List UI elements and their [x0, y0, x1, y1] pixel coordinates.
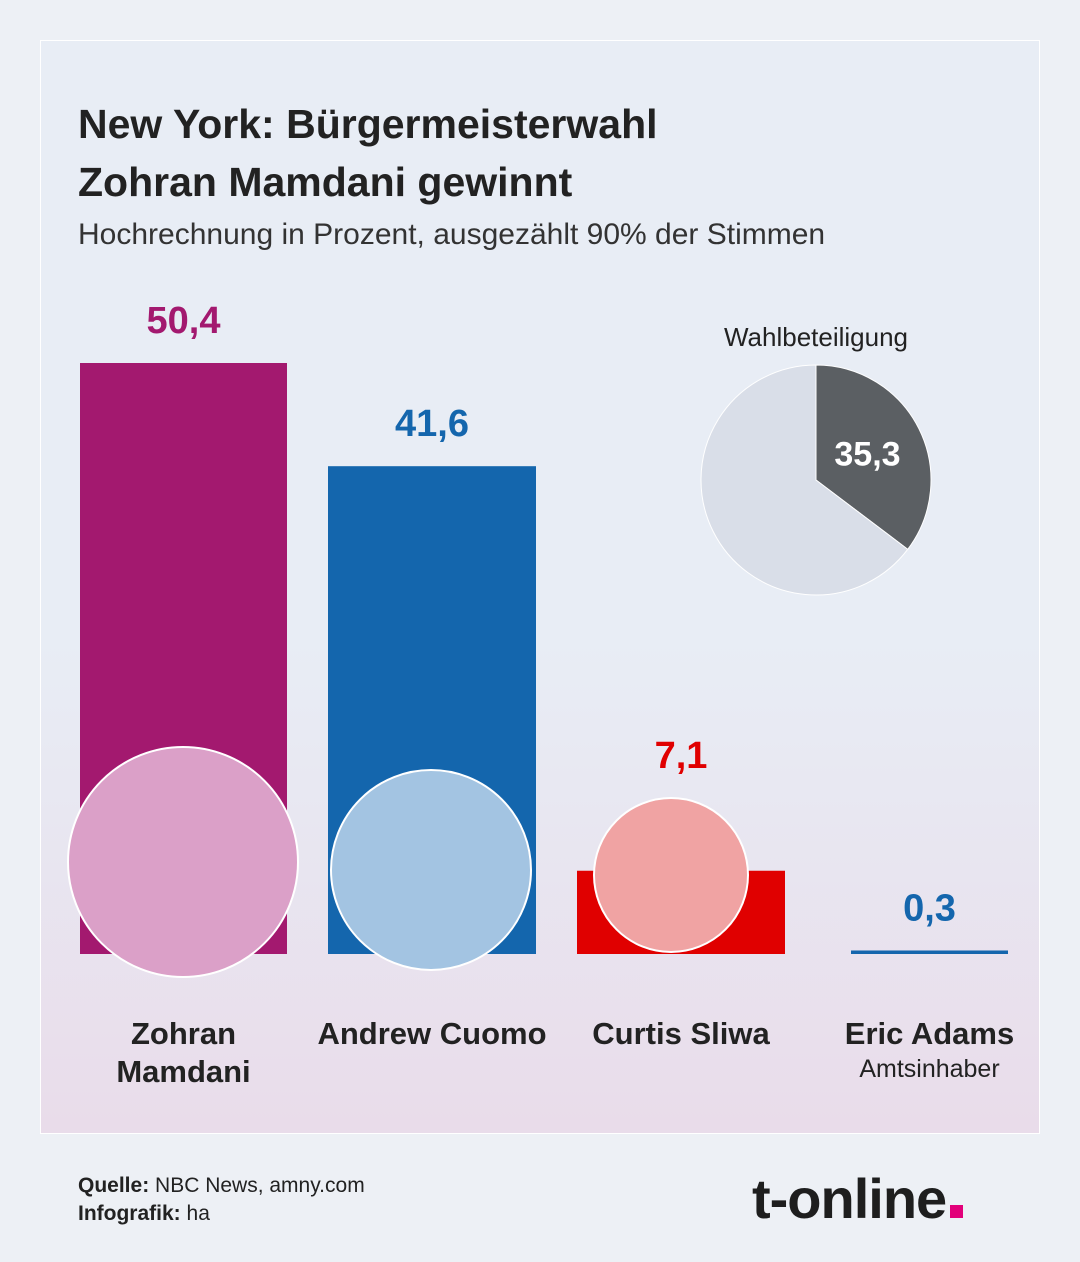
value-label: 0,3 — [903, 887, 956, 929]
value-label: 41,6 — [395, 403, 469, 445]
logo: t-online — [752, 1166, 964, 1231]
title-line: Zohran Mamdani gewinnt — [78, 159, 573, 205]
pie-slice — [700, 364, 909, 596]
logo-text: t-online — [752, 1167, 947, 1230]
category-label: Zohran Mamdani — [69, 1015, 299, 1091]
photo — [593, 797, 749, 953]
title-line: New York: Bürgermeisterwahl — [78, 101, 658, 147]
value-label: 50,4 — [147, 300, 221, 342]
value-label: 7,1 — [655, 735, 708, 777]
category-label: Curtis Sliwa — [566, 1015, 796, 1053]
logo-dot — [950, 1205, 964, 1218]
category-label: Andrew Cuomo — [317, 1015, 547, 1053]
category-name: Andrew Cuomo — [317, 1016, 547, 1051]
category-note: Amtsinhaber — [859, 1055, 1000, 1083]
title: New York: Bürgermeisterwahl Zohran Mamda… — [78, 95, 658, 211]
pie-label: 35,3 — [834, 435, 900, 473]
credit-label: Infografik: — [78, 1202, 181, 1225]
source-text: NBC News, amny.com — [155, 1174, 365, 1197]
subtitle: Hochrechnung in Prozent, ausgezählt 90% … — [78, 218, 826, 251]
footer: Quelle: NBC News, amny.com Infografik: h… — [78, 1172, 365, 1228]
credit-text: ha — [186, 1202, 210, 1225]
photo — [330, 769, 532, 971]
photo — [67, 746, 299, 978]
category-name: Eric Adams — [844, 1016, 1015, 1051]
category-label: Eric Adams Amtsinhaber — [815, 1015, 1045, 1085]
source-label: Quelle: — [78, 1174, 150, 1197]
category-name: Zohran Mamdani — [116, 1016, 251, 1089]
category-name: Curtis Sliwa — [592, 1016, 770, 1051]
credit: Infografik: ha — [78, 1200, 365, 1228]
pie-title: Wahlbeteiligung — [724, 322, 908, 352]
bar — [851, 950, 1008, 954]
source: Quelle: NBC News, amny.com — [78, 1172, 365, 1200]
pie-slice — [815, 364, 932, 551]
